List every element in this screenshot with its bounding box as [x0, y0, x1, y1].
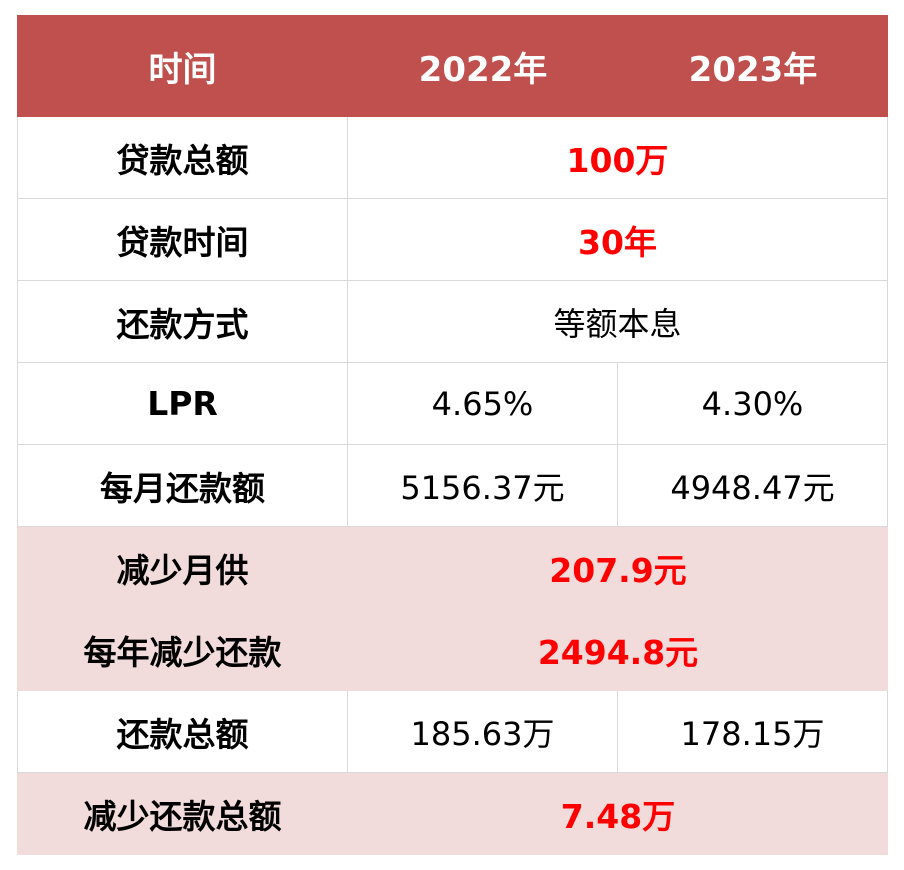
reduce-monthly-label: 减少月供 [17, 527, 348, 609]
repay-total-2022: 185.63万 [348, 691, 618, 773]
repay-method-label: 还款方式 [17, 281, 348, 363]
reduce-total-value: 7.48万 [348, 773, 888, 855]
header-time: 时间 [17, 15, 348, 117]
reduce-total-label: 减少还款总额 [17, 773, 348, 855]
repay-total-label: 还款总额 [17, 691, 348, 773]
monthly-payment-2023: 4948.47元 [618, 445, 888, 527]
repay-method-value: 等额本息 [348, 281, 888, 363]
lpr-2023: 4.30% [618, 363, 888, 445]
reduce-yearly-label: 每年减少还款 [17, 609, 348, 691]
monthly-payment-label: 每月还款额 [17, 445, 348, 527]
loan-term-label: 贷款时间 [17, 199, 348, 281]
header-2022: 2022年 [348, 15, 618, 117]
loan-comparison-table: 时间 2022年 2023年 贷款总额 100万 贷款时间 30年 还款方式 等… [17, 15, 888, 855]
lpr-2022: 4.65% [348, 363, 618, 445]
loan-total-label: 贷款总额 [17, 117, 348, 199]
lpr-label: LPR [17, 363, 348, 445]
reduce-yearly-value: 2494.8元 [348, 609, 888, 691]
loan-total-value: 100万 [348, 117, 888, 199]
reduce-monthly-value: 207.9元 [348, 527, 888, 609]
monthly-payment-2022: 5156.37元 [348, 445, 618, 527]
header-2023: 2023年 [618, 15, 888, 117]
loan-term-value: 30年 [348, 199, 888, 281]
repay-total-2023: 178.15万 [618, 691, 888, 773]
